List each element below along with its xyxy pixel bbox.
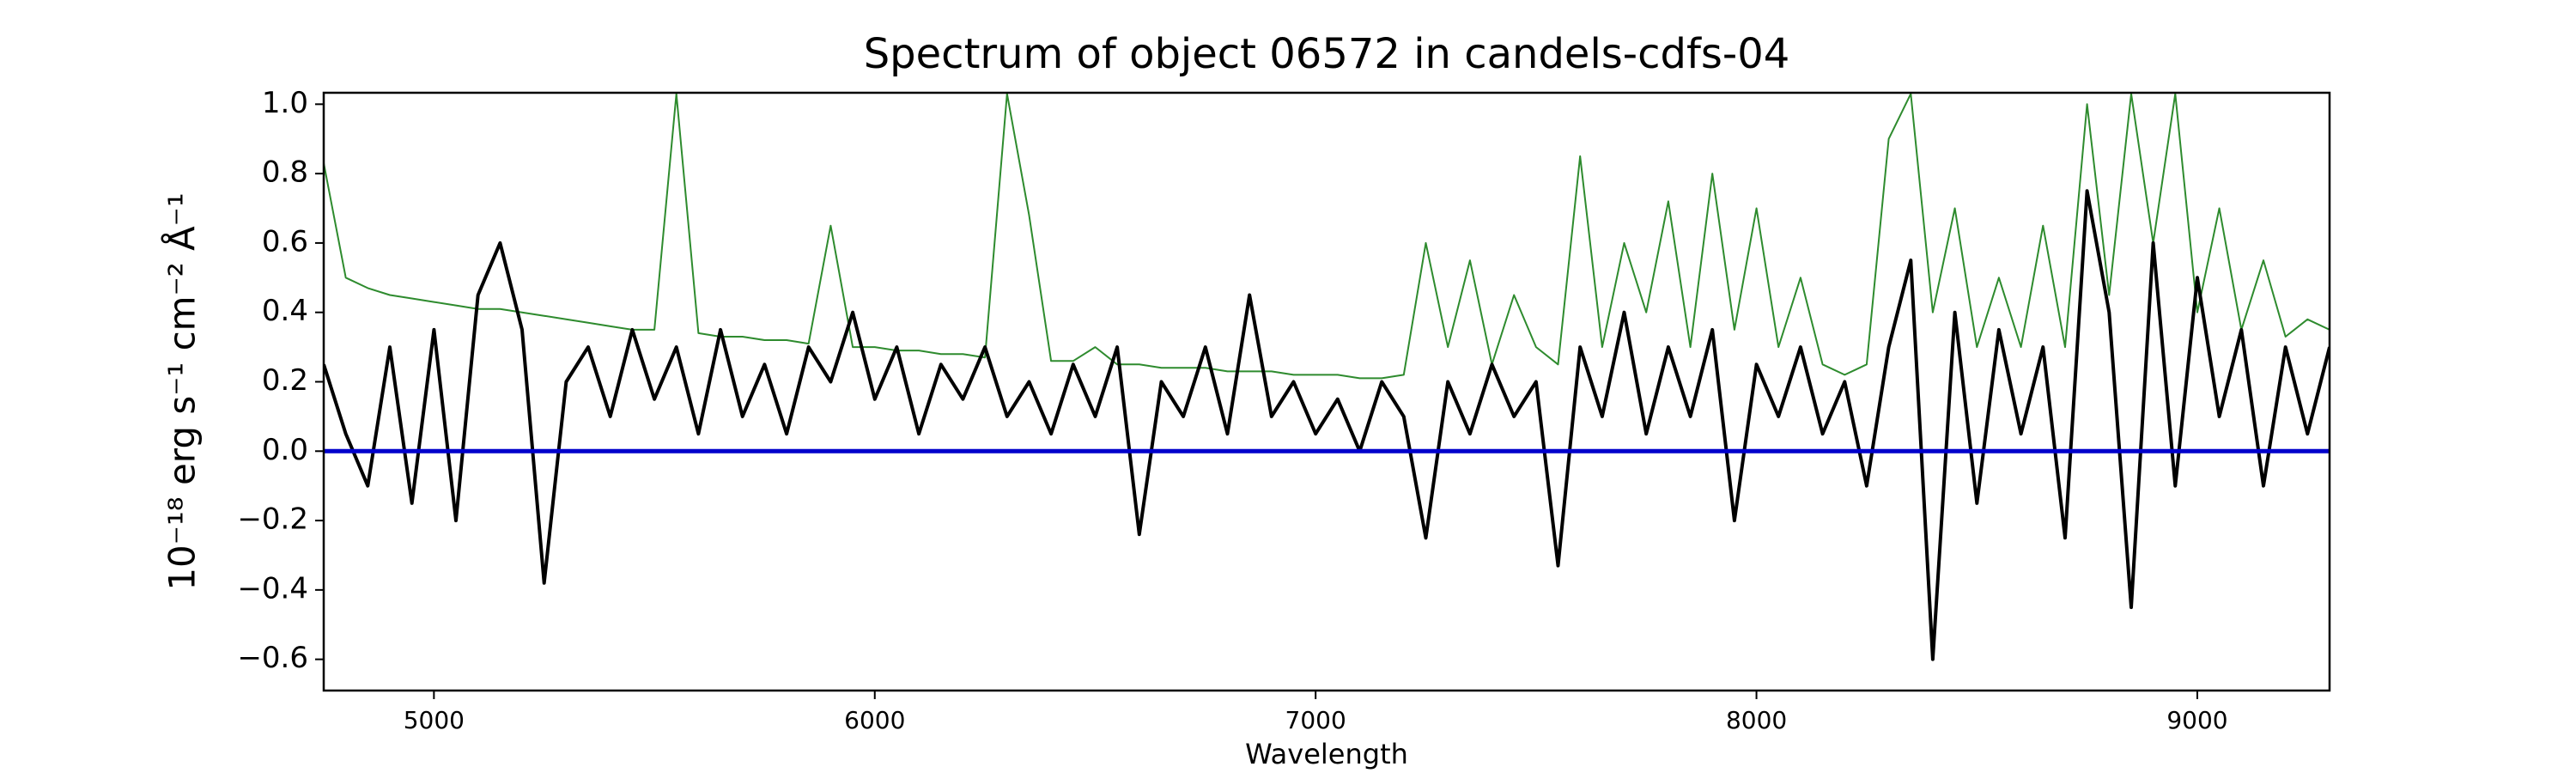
y-tick-label: −0.6 xyxy=(237,641,308,675)
y-tick-label: 0.4 xyxy=(262,294,308,328)
y-tick-label: 0.6 xyxy=(262,224,308,259)
axes-frame xyxy=(322,91,2331,692)
x-tick-label: 9000 xyxy=(2166,706,2227,734)
spectrum-line xyxy=(324,93,2330,380)
spectrum-line xyxy=(324,189,2330,661)
y-tick-label: 0.8 xyxy=(262,155,308,190)
chart-title: Spectrum of object 06572 in candels-cdfs… xyxy=(864,30,1790,78)
y-tick-label: 1.0 xyxy=(262,86,308,120)
x-tick-label: 7000 xyxy=(1285,706,1346,734)
y-axis-label: 10⁻¹⁸ erg s⁻¹ cm⁻² Å⁻¹ xyxy=(161,192,204,590)
y-tick-label: −0.2 xyxy=(237,502,308,537)
x-tick-label: 8000 xyxy=(1726,706,1787,734)
y-tick-label: 0.0 xyxy=(262,433,308,467)
plot-area xyxy=(324,93,2330,661)
y-tick-label: 0.2 xyxy=(262,363,308,398)
x-tick-label: 6000 xyxy=(844,706,905,734)
y-tick-label: −0.4 xyxy=(237,571,308,606)
x-axis-label: Wavelength xyxy=(1245,738,1408,770)
x-tick-label: 5000 xyxy=(404,706,465,734)
